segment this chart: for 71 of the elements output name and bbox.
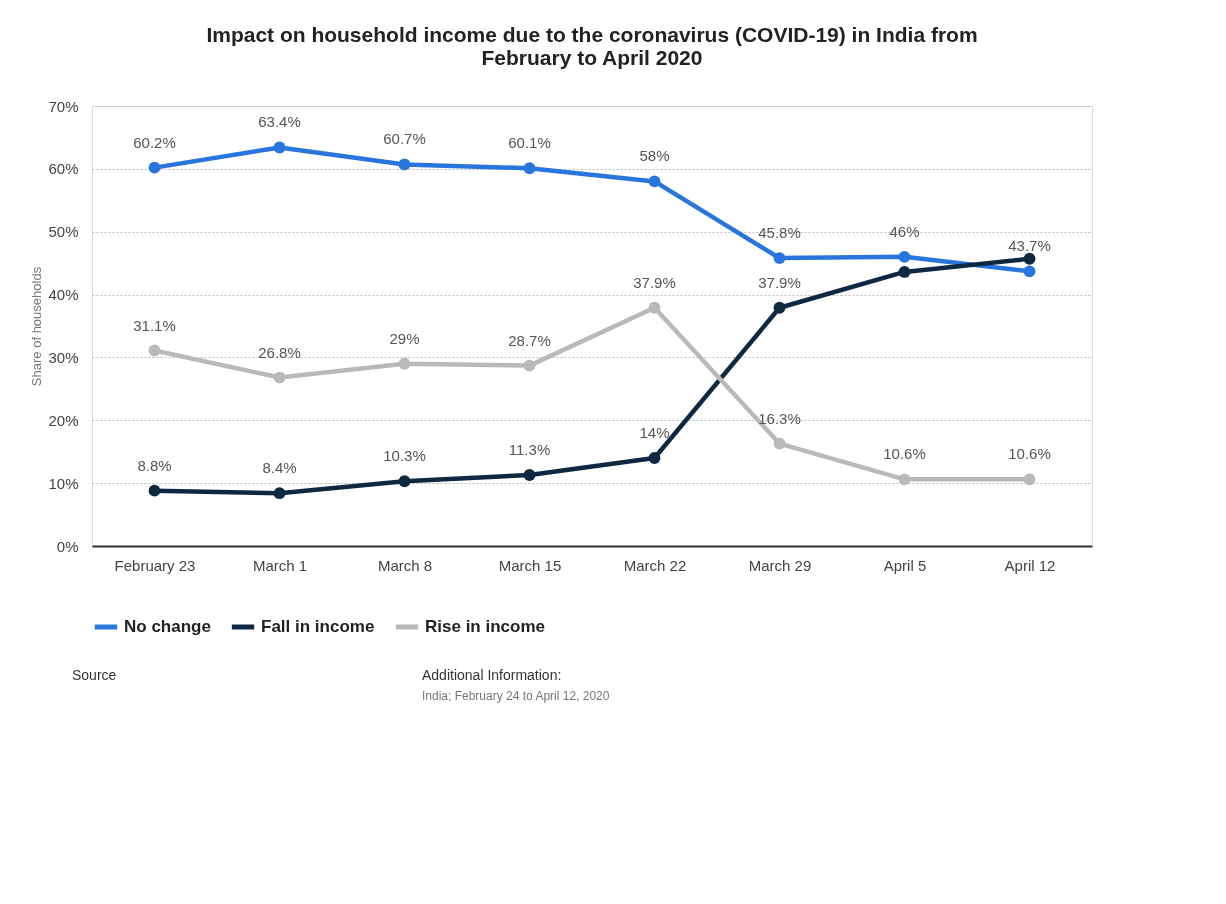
y-tick-label: 10%: [48, 474, 79, 492]
x-tick-label: April 12: [1004, 556, 1056, 574]
y-tick-label: 70%: [48, 97, 79, 115]
data-label: 31.1%: [133, 316, 176, 334]
point: [148, 161, 161, 174]
data-label: 60.2%: [133, 133, 176, 151]
point: [773, 301, 786, 314]
y-axis-title: Share of households: [29, 266, 45, 387]
point: [523, 162, 536, 175]
point: [1023, 473, 1036, 486]
point: [148, 344, 161, 357]
y-tick-label: 30%: [48, 348, 79, 366]
text: Additional Information:: [422, 667, 562, 683]
point: [1023, 265, 1036, 278]
data-label: 46%: [889, 222, 920, 240]
legend-label: Fall in income: [261, 617, 375, 636]
data-label: 8.4%: [262, 459, 297, 477]
data-label: 58%: [639, 147, 670, 165]
x-tick-label: March 1: [252, 556, 308, 574]
x-tick-label: March 22: [623, 556, 687, 574]
x-tick-label: February 23: [114, 556, 196, 574]
point: [523, 469, 536, 481]
text: India; February 24 to April 12, 2020: [422, 689, 610, 703]
x-tick-label: March 8: [377, 556, 433, 574]
x-tick-label: March 29: [748, 556, 812, 574]
data-label: 16.3%: [758, 409, 801, 427]
point: [1023, 252, 1036, 265]
point: [398, 357, 411, 370]
point: [648, 452, 661, 464]
data-label: 37.9%: [758, 273, 801, 291]
y-tick-label: 0%: [56, 537, 79, 555]
y-tick-label: 50%: [48, 223, 79, 241]
point: [398, 475, 411, 488]
y-tick-label: 40%: [48, 286, 79, 304]
text: Impact on household income due to the coronavirus (COVID-19) in India from: [206, 23, 978, 46]
y-tick-label: 60%: [48, 160, 79, 178]
data-label: 63.4%: [258, 113, 301, 131]
point: [148, 484, 161, 497]
data-label: 45.8%: [758, 224, 801, 242]
point: [898, 266, 911, 278]
y-tick-label: 20%: [48, 411, 79, 429]
text: February to April 2020: [481, 46, 703, 69]
point: [273, 141, 286, 154]
point: [523, 359, 536, 372]
point: [898, 473, 911, 486]
point: [648, 175, 661, 188]
data-label: 60.1%: [508, 134, 551, 152]
legend-label: No change: [124, 617, 211, 636]
point: [648, 301, 661, 314]
data-label: 29%: [389, 329, 420, 347]
data-label: 43.7%: [1008, 237, 1051, 255]
data-label: 10.3%: [383, 447, 426, 465]
point: [773, 437, 786, 450]
point: [773, 252, 786, 265]
text: Source: [72, 667, 117, 683]
data-label: 37.9%: [633, 273, 676, 291]
data-label: 26.8%: [258, 343, 301, 361]
data-label: 28.7%: [508, 331, 551, 349]
point: [398, 158, 411, 171]
data-label: 8.8%: [137, 456, 172, 474]
data-label: 10.6%: [883, 445, 926, 463]
point: [273, 371, 286, 384]
data-label: 14%: [639, 424, 670, 441]
data-label: 60.7%: [383, 130, 426, 148]
x-tick-label: March 15: [498, 556, 562, 574]
point: [898, 250, 911, 263]
legend-label: Rise in income: [425, 617, 545, 636]
data-label: 10.6%: [1008, 445, 1051, 463]
point: [273, 487, 286, 500]
data-label: 11.3%: [508, 440, 551, 458]
x-tick-label: April 5: [883, 556, 927, 574]
